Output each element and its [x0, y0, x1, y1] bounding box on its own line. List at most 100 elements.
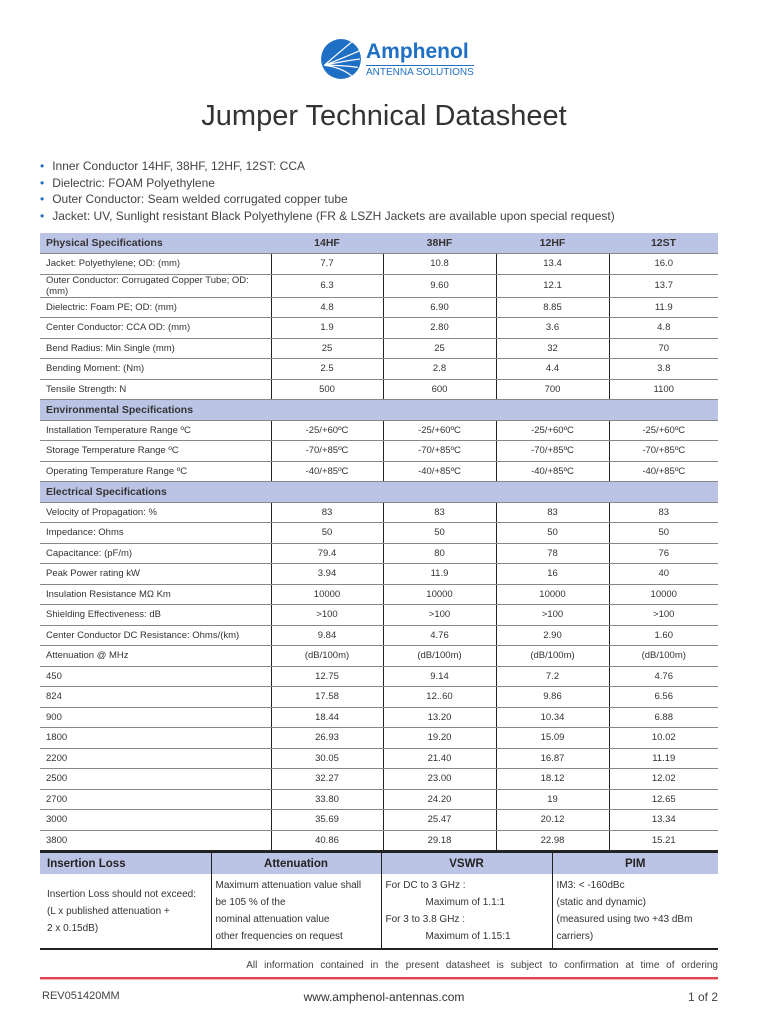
text-line: Insertion Loss should not exceed:: [47, 888, 196, 900]
value-cell: 9.14: [383, 666, 497, 687]
value-cell: 12.1: [496, 274, 610, 298]
value-cell: -40/+85ºC: [609, 461, 718, 482]
header-pim: PIM: [552, 851, 718, 874]
amphenol-logo: Amphenol ANTENNA SOLUTIONS: [320, 38, 474, 80]
value-cell: -70/+85ºC: [496, 440, 610, 462]
value-cell: 1100: [609, 379, 718, 400]
table-row: 450 12.75 9.14 7.2 4.76: [40, 666, 718, 687]
table-row: Bending Moment: (Nm) 2.5 2.8 4.4 3.8: [40, 358, 718, 380]
table-row: Center Conductor DC Resistance: Ohms/(km…: [40, 625, 718, 646]
value-cell: 11.9: [383, 563, 497, 585]
row-label: 3800: [40, 830, 272, 852]
section-header: Electrical Specifications: [40, 481, 718, 503]
column-header: 14HF: [271, 233, 383, 254]
row-label: 2200: [40, 748, 272, 769]
value-cell: 9.86: [496, 686, 610, 708]
value-cell: (dB/100m): [383, 645, 497, 667]
table-row: Attenuation @ MHz (dB/100m) (dB/100m) (dB/1…: [40, 645, 718, 667]
value-cell: >100: [271, 604, 384, 626]
text-line: carriers): [556, 931, 594, 942]
value-cell: (dB/100m): [609, 645, 718, 667]
value-cell: 6.3: [271, 274, 384, 298]
value-cell: 16.87: [496, 748, 610, 769]
row-label: Jacket: Polyethylene; OD: (mm): [40, 253, 272, 275]
row-label: 2500: [40, 768, 272, 790]
row-label: Bending Moment: (Nm): [40, 358, 272, 380]
column-header: 12ST: [609, 233, 718, 254]
section-header: Environmental Specifications: [40, 399, 718, 421]
table-row: 3800 40.86 29.18 22.98 15.21: [40, 830, 718, 852]
value-cell: 13.4: [496, 253, 610, 275]
value-cell: 9.84: [271, 625, 384, 646]
table-row: Insulation Resistance MΩ Km 10000 10000 100…: [40, 584, 718, 605]
value-cell: 18.44: [271, 707, 384, 728]
value-cell: -25/+60ºC: [609, 420, 718, 441]
value-cell: 10000: [496, 584, 610, 605]
insertion-loss-cell: Insertion Loss should not exceed: (L x p…: [40, 874, 212, 950]
pim-cell: IM3: < -160dBc (static and dynamic) (mea…: [552, 874, 718, 950]
value-cell: -40/+85ºC: [383, 461, 497, 482]
table-row: Impedance: Ohms 50 50 50 50: [40, 522, 718, 544]
value-cell: -25/+60ºC: [383, 420, 497, 441]
row-label: Capacitance: (pF/m): [40, 543, 272, 564]
value-cell: -25/+60ºC: [271, 420, 384, 441]
table-row: Velocity of Propagation: % 83 83 83 83: [40, 502, 718, 523]
row-label: Center Conductor: CCA OD: (mm): [40, 317, 272, 339]
table-header-row: Physical Specifications 14HF 38HF 12HF 12ST: [40, 233, 718, 254]
website-link[interactable]: www.amphenol-antennas.com: [303, 990, 465, 1004]
row-label: Tensile Strength: N: [40, 379, 272, 400]
value-cell: 16: [496, 563, 610, 585]
row-label: Installation Temperature Range ºC: [40, 420, 272, 441]
row-label: Attenuation @ MHz: [40, 645, 272, 667]
table-row: Peak Power rating kW 3.94 11.9 16 40: [40, 563, 718, 585]
table-row: Dielectric: Foam PE; OD: (mm) 4.8 6.90 8.85…: [40, 297, 718, 318]
value-cell: 9.60: [383, 274, 497, 298]
value-cell: (dB/100m): [271, 645, 384, 667]
value-cell: 13.34: [609, 809, 718, 831]
value-cell: 10.34: [496, 707, 610, 728]
vswr-cell: For DC to 3 GHz : Maximum of 1.1:1 For 3…: [381, 874, 553, 950]
text-line: (measured using two +43 dBm: [556, 914, 693, 925]
table-row: Operating Temperature Range ºC -40/+85ºC -…: [40, 461, 718, 482]
value-cell: 40.86: [271, 830, 384, 852]
row-label: Velocity of Propagation: %: [40, 502, 272, 523]
table-row: Storage Temperature Range ºC -70/+85ºC -70…: [40, 440, 718, 462]
row-label: 1800: [40, 727, 272, 749]
value-cell: 7.2: [496, 666, 610, 687]
value-cell: >100: [609, 604, 718, 626]
value-cell: 4.8: [609, 317, 718, 339]
value-cell: 4.76: [609, 666, 718, 687]
table-row: Shielding Effectiveness: dB >100 >100 >100 >…: [40, 604, 718, 626]
row-label: Storage Temperature Range ºC: [40, 440, 272, 462]
value-cell: -40/+85ºC: [496, 461, 610, 482]
value-cell: 78: [496, 543, 610, 564]
page-title: Jumper Technical Datasheet: [201, 100, 567, 132]
row-label: 824: [40, 686, 272, 708]
value-cell: 2.8: [383, 358, 497, 380]
section-header-row: Environmental Specifications: [40, 399, 718, 421]
table-row: Tensile Strength: N 500 600 700 1100: [40, 379, 718, 400]
value-cell: 83: [271, 502, 384, 523]
feature-item: Jacket: UV, Sunlight resistant Black Pol…: [40, 208, 615, 225]
text-line: (static and dynamic): [556, 897, 646, 908]
value-cell: 2.5: [271, 358, 384, 380]
value-cell: 3.6: [496, 317, 610, 339]
value-cell: 26.93: [271, 727, 384, 749]
value-cell: 11.9: [609, 297, 718, 318]
footer-divider: [40, 977, 718, 980]
value-cell: 6.90: [383, 297, 497, 318]
value-cell: 6.88: [609, 707, 718, 728]
value-cell: 33.80: [271, 789, 384, 810]
table-row: 1800 26.93 19.20 15.09 10.02: [40, 727, 718, 749]
value-cell: -25/+60ºC: [496, 420, 610, 441]
text-line: Maximum attenuation value shall: [215, 880, 362, 891]
text-line: For DC to 3 GHz :: [385, 880, 466, 891]
row-label: 450: [40, 666, 272, 687]
page-number: 1 of 2: [687, 990, 718, 1004]
value-cell: 15.21: [609, 830, 718, 852]
row-label: Dielectric: Foam PE; OD: (mm): [40, 297, 272, 318]
table-row: 3000 35.69 25.47 20.12 13.34: [40, 809, 718, 831]
value-cell: 83: [609, 502, 718, 523]
section-header: Physical Specifications: [40, 233, 271, 254]
text-line: Maximum of 1.15:1: [425, 931, 511, 942]
